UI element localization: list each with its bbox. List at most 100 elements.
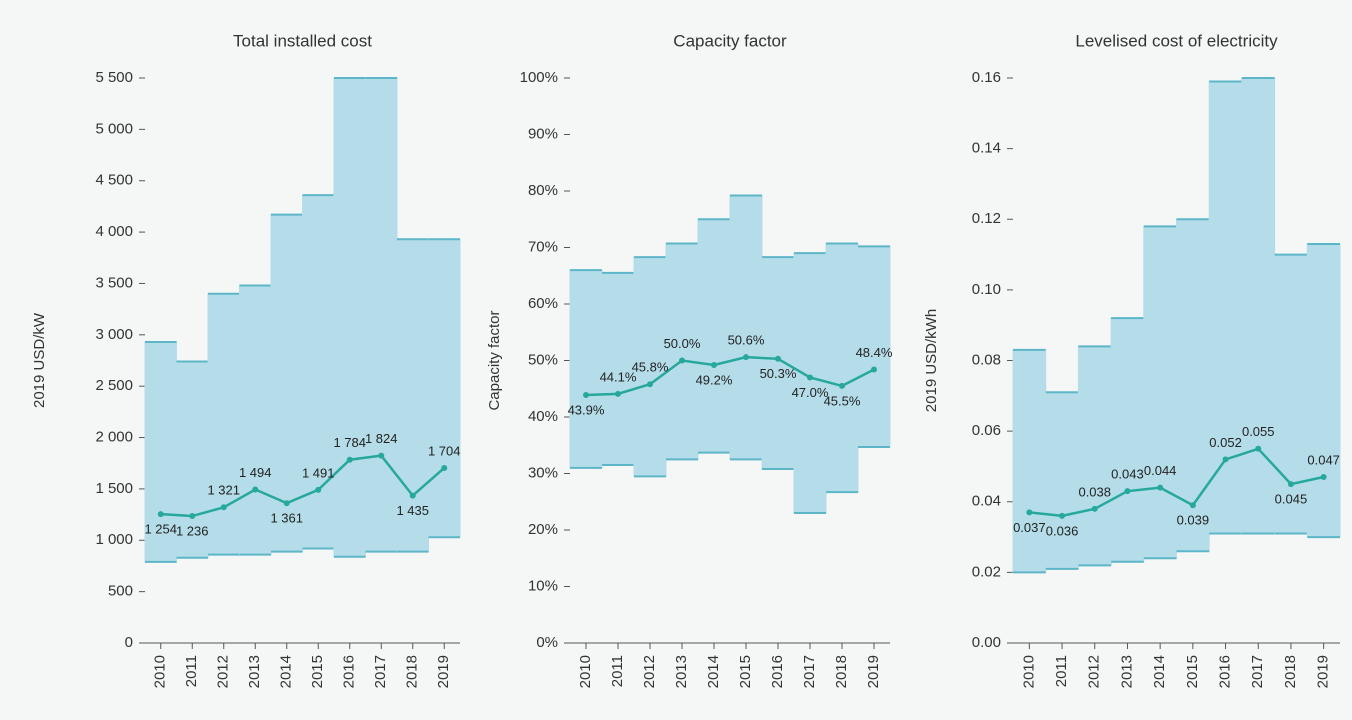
y-tick-label: 0.02 <box>972 563 1001 580</box>
average-point <box>1091 505 1098 512</box>
x-tick-label: 2018 <box>1282 655 1299 688</box>
average-point <box>252 486 259 493</box>
y-tick-label: 4 500 <box>95 172 133 189</box>
value-label: 1 494 <box>239 465 272 480</box>
range-band <box>1306 243 1341 538</box>
x-tick-label: 2017 <box>372 655 389 688</box>
y-tick-label: 90% <box>528 125 558 142</box>
x-tick-label: 2013 <box>1118 655 1135 688</box>
x-tick-label: 2019 <box>1315 655 1332 688</box>
value-label: 0.043 <box>1111 467 1144 482</box>
range-band <box>239 285 272 556</box>
average-point <box>409 492 416 499</box>
value-label: 0.055 <box>1242 424 1275 439</box>
value-label: 1 704 <box>428 443 461 458</box>
range-band <box>569 269 603 469</box>
average-point <box>283 500 290 507</box>
y-axis-label: 2019 USD/kWh <box>923 309 940 412</box>
range-band <box>428 238 461 538</box>
average-point <box>679 357 685 364</box>
average-line <box>160 454 446 518</box>
average-point <box>775 355 781 362</box>
range-band <box>1143 225 1178 559</box>
y-tick-label: 10% <box>528 577 558 594</box>
value-label: 50.3% <box>760 366 797 381</box>
value-label: 45.8% <box>632 360 669 375</box>
range-band <box>207 293 240 556</box>
average-point <box>346 456 353 463</box>
value-label: 0.039 <box>1177 513 1210 528</box>
value-label: 0.038 <box>1078 484 1111 499</box>
range-band <box>1077 345 1112 566</box>
average-point <box>1124 488 1131 495</box>
x-tick-label: 2017 <box>1249 655 1266 688</box>
y-tick-label: 20% <box>528 521 558 538</box>
value-label: 47.0% <box>792 385 829 400</box>
value-label: 50.0% <box>664 336 701 351</box>
average-point <box>315 486 322 493</box>
average-point <box>807 374 813 381</box>
x-tick-label: 2019 <box>435 655 452 688</box>
range-band <box>665 243 699 460</box>
range-band <box>1110 317 1145 563</box>
value-label: 48.4% <box>856 345 893 360</box>
average-point <box>1255 445 1262 452</box>
y-tick-label: 2 000 <box>95 429 133 446</box>
value-label: 1 361 <box>270 511 303 526</box>
x-tick-label: 2014 <box>705 655 722 688</box>
range-band <box>1045 391 1079 570</box>
y-tick-label: 0.12 <box>972 210 1001 227</box>
y-tick-label: 1 500 <box>95 480 133 497</box>
y-tick-label: 30% <box>528 464 558 481</box>
average-point <box>1287 481 1294 488</box>
x-tick-label: 2014 <box>278 655 295 688</box>
average-point <box>1222 456 1229 463</box>
average-point <box>1059 512 1066 519</box>
y-tick-label: 0.06 <box>972 422 1001 439</box>
x-tick-label: 2018 <box>833 655 850 688</box>
average-point <box>839 382 845 389</box>
y-tick-label: 0 <box>125 634 133 651</box>
x-tick-label: 2016 <box>341 655 358 688</box>
value-label: 0.045 <box>1275 492 1308 507</box>
average-point <box>647 381 653 388</box>
average-point <box>157 511 164 518</box>
chart-title: Total installed cost <box>233 31 372 50</box>
x-tick-label: 2014 <box>1151 655 1168 688</box>
value-label: 49.2% <box>696 372 733 387</box>
y-tick-label: 100% <box>520 69 558 86</box>
x-tick-label: 2017 <box>801 655 818 688</box>
y-tick-label: 70% <box>528 238 558 255</box>
value-label: 0.036 <box>1046 523 1079 538</box>
y-tick-label: 3 500 <box>95 274 133 291</box>
average-point <box>711 362 717 369</box>
y-tick-label: 3 000 <box>95 326 133 343</box>
average-point <box>220 504 227 511</box>
x-tick-label: 2011 <box>609 655 626 687</box>
x-tick-label: 2010 <box>1020 655 1037 688</box>
range-band <box>1208 81 1243 535</box>
chart-title: Capacity factor <box>673 31 787 50</box>
y-axis-label: 2019 USD/kW <box>31 312 48 408</box>
x-tick-label: 2011 <box>1053 655 1070 687</box>
value-label: 43.9% <box>568 402 605 417</box>
value-label: 1 321 <box>207 483 240 498</box>
value-label: 1 435 <box>396 503 429 518</box>
range-band <box>697 218 731 454</box>
y-tick-label: 0.04 <box>972 493 1001 510</box>
y-tick-label: 0.00 <box>972 634 1001 651</box>
range-band <box>1176 218 1210 552</box>
x-tick-label: 2013 <box>673 655 690 688</box>
average-line <box>1029 447 1324 518</box>
range-band <box>729 195 763 460</box>
average-point <box>189 513 196 520</box>
y-tick-label: 0.14 <box>972 140 1001 157</box>
x-tick-label: 2016 <box>769 655 786 688</box>
average-point <box>1157 484 1164 491</box>
range-band <box>825 243 859 493</box>
y-tick-label: 0.16 <box>972 69 1001 86</box>
average-point <box>378 452 385 459</box>
value-label: 50.6% <box>728 333 765 348</box>
average-point <box>441 464 448 471</box>
